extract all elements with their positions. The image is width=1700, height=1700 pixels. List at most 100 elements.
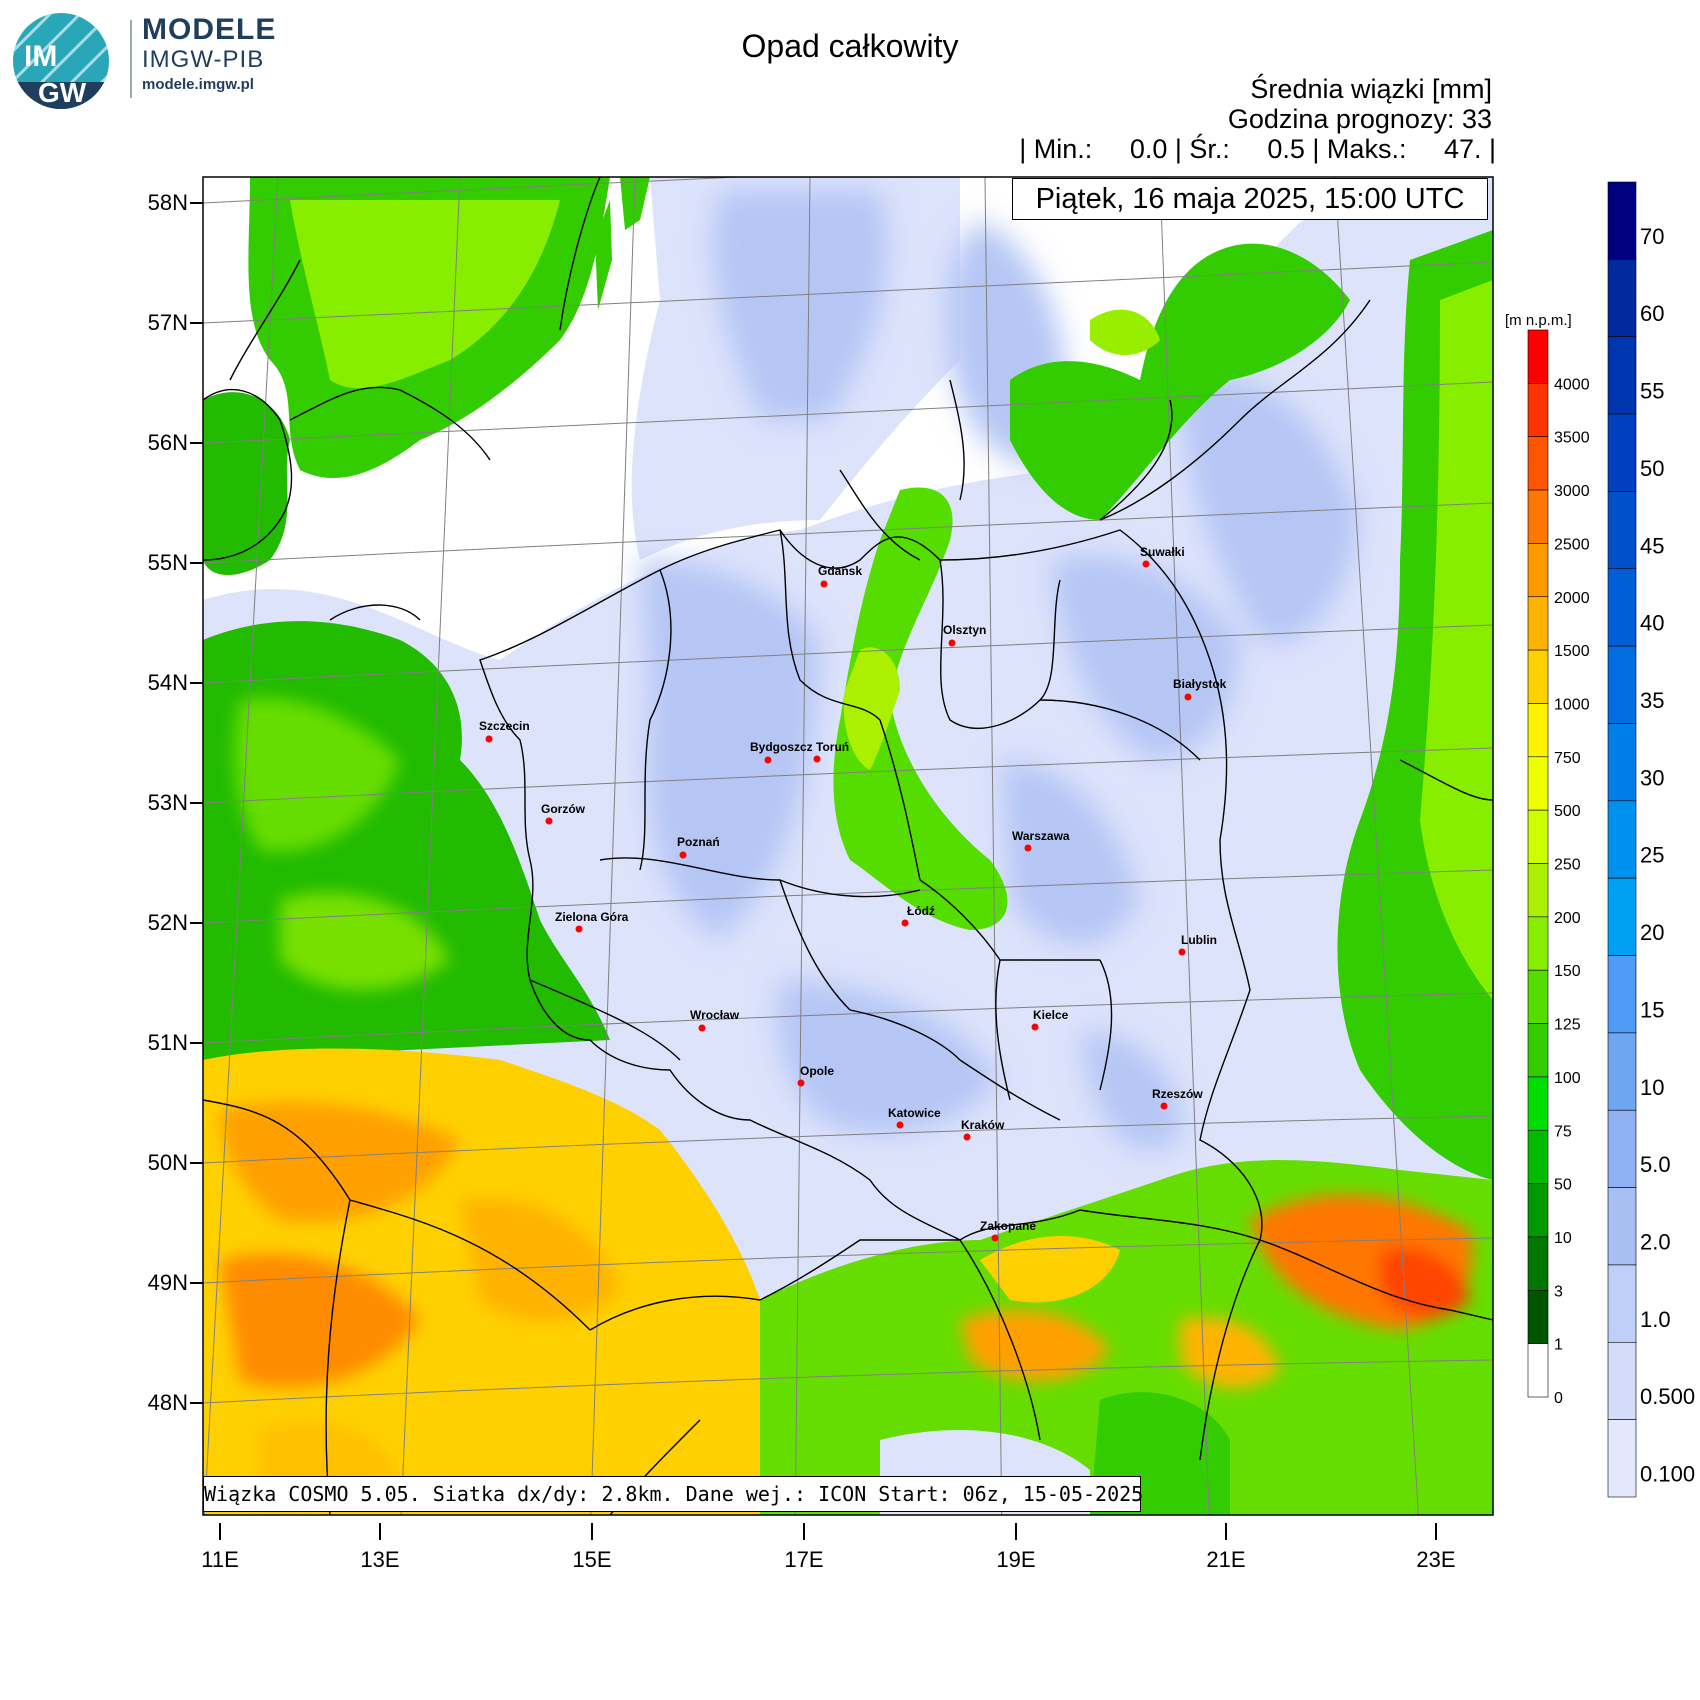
height-legend-swatch (1527, 1129, 1549, 1184)
lat-label: 52N (148, 910, 188, 935)
city-label: Opole (800, 1064, 834, 1078)
terrain-green-oland (595, 200, 612, 310)
precip-legend-swatch (1607, 1187, 1637, 1266)
precip-legend-swatch (1607, 645, 1637, 724)
height-legend: 4000350030002500200015001000750500250200… (1527, 329, 1590, 1407)
city-dot (764, 756, 772, 764)
city-dot (797, 1079, 805, 1087)
precip-legend-swatch (1607, 800, 1637, 879)
precip-legend-swatch (1607, 1264, 1637, 1343)
city-dot (698, 1024, 706, 1032)
city-label: Zakopane (980, 1219, 1036, 1233)
city-label: Kraków (961, 1118, 1005, 1132)
height-legend-swatch (1527, 329, 1549, 384)
height-legend-label: 2500 (1554, 536, 1590, 553)
height-legend-swatch (1527, 489, 1549, 544)
precip-legend-swatch (1607, 955, 1637, 1034)
lat-label: 54N (148, 670, 188, 695)
city-dot (1184, 693, 1192, 701)
height-legend-label: 3500 (1554, 430, 1590, 447)
city-label: Kielce (1033, 1008, 1069, 1022)
city-label: Łódź (907, 904, 935, 918)
height-legend-label: 10 (1554, 1230, 1572, 1247)
height-legend-label: 0 (1554, 1390, 1563, 1407)
precip-legend-label: 55 (1640, 379, 1664, 404)
precip-legend-swatch (1607, 1419, 1637, 1498)
height-legend-label: 500 (1554, 803, 1581, 820)
lon-label: 21E (1206, 1547, 1245, 1572)
height-legend-label: 125 (1554, 1017, 1581, 1034)
height-legend-label: 250 (1554, 857, 1581, 874)
city-label: Poznań (677, 835, 720, 849)
height-legend-swatch (1527, 1023, 1549, 1078)
city-label: Olsztyn (943, 623, 986, 637)
city-label: Szczecin (479, 719, 530, 733)
precip-legend-swatch (1607, 181, 1637, 260)
terrain-orange-south (220, 1101, 620, 1515)
city-label: Gdańsk (818, 564, 862, 578)
city-dot (963, 1133, 971, 1141)
city-dot (820, 580, 828, 588)
height-legend-swatch (1527, 596, 1549, 651)
precip-legend-swatch (1607, 259, 1637, 338)
height-legend-label: 200 (1554, 910, 1581, 927)
borders (203, 177, 1493, 1515)
precip-legend-swatch (1607, 723, 1637, 802)
terrain-green-denmark (203, 392, 290, 575)
height-legend-swatch (1527, 383, 1549, 438)
precip-legend-label: 45 (1640, 533, 1664, 558)
city-label: Bydgoszcz (750, 740, 813, 754)
height-legend-swatch (1527, 436, 1549, 491)
precip-legend-swatch (1607, 877, 1637, 956)
lat-label: 55N (148, 550, 188, 575)
brand-block: MODELE IMGW-PIB modele.imgw.pl (142, 14, 276, 96)
height-legend-swatch (1527, 1343, 1549, 1398)
city-dot (1024, 844, 1032, 852)
height-legend-label: 150 (1554, 963, 1581, 980)
brand-url: modele.imgw.pl (142, 76, 254, 93)
height-legend-swatch (1527, 703, 1549, 758)
city-label: Katowice (888, 1106, 941, 1120)
brand-subtitle: IMGW-PIB (142, 46, 265, 73)
city-label: Lublin (1181, 933, 1217, 947)
precip-legend-swatch (1607, 491, 1637, 570)
precip-legend-label: 15 (1640, 997, 1664, 1022)
valid-date-box: Piątek, 16 maja 2025, 15:00 UTC (1012, 178, 1488, 220)
city-dot (948, 639, 956, 647)
precip-legend-label: 50 (1640, 456, 1664, 481)
city-label: Zielona Góra (555, 910, 629, 924)
logo-text-bottom: GW (38, 77, 87, 108)
terrain-lime-vistula (843, 647, 900, 770)
precip-legend-label: 1.0 (1640, 1307, 1671, 1332)
precip-legend-label: 2.0 (1640, 1229, 1671, 1254)
city-label: Gorzów (541, 802, 586, 816)
lon-label: 17E (784, 1547, 823, 1572)
precip-legend-swatch (1607, 1109, 1637, 1188)
height-legend-label: 50 (1554, 1177, 1572, 1194)
height-legend-label: 1 (1554, 1337, 1563, 1354)
lat-label: 58N (148, 190, 188, 215)
lat-label: 53N (148, 790, 188, 815)
height-legend-swatch (1527, 649, 1549, 704)
city-label: Suwałki (1140, 545, 1185, 559)
height-legend-label: 2000 (1554, 590, 1590, 607)
precip-legend-swatch (1607, 336, 1637, 415)
lon-label: 11E (201, 1547, 239, 1572)
precip-legend: 70 60 55 50 45 40 35 30 25 20 15 10 5.0 2.0 1.0 0.500 0.… (1607, 181, 1695, 1498)
terrain-yellow-tatra (980, 1236, 1120, 1303)
precip-legend-label: 60 (1640, 301, 1664, 326)
lon-axis: 11E 13E 15E 17E 19E 21E 23E (201, 1523, 1456, 1572)
map-frame (202, 176, 1494, 1516)
precip-legend-swatch (1607, 413, 1637, 492)
height-legend-swatch (1527, 1183, 1549, 1238)
city-dot (485, 735, 493, 743)
city-label: Warszawa (1012, 829, 1070, 843)
model-info-box: Wiązka COSMO 5.05. Siatka dx/dy: 2.8km. … (203, 1476, 1143, 1512)
height-legend-swatch (1527, 1076, 1549, 1131)
precip-legend-label: 0.100 (1640, 1462, 1695, 1487)
precip-legend-label: 0.500 (1640, 1384, 1695, 1409)
height-legend-label: 3 (1554, 1283, 1563, 1300)
precip-legend-label: 25 (1640, 843, 1664, 868)
lat-label: 51N (148, 1030, 188, 1055)
lon-label: 13E (360, 1547, 399, 1572)
